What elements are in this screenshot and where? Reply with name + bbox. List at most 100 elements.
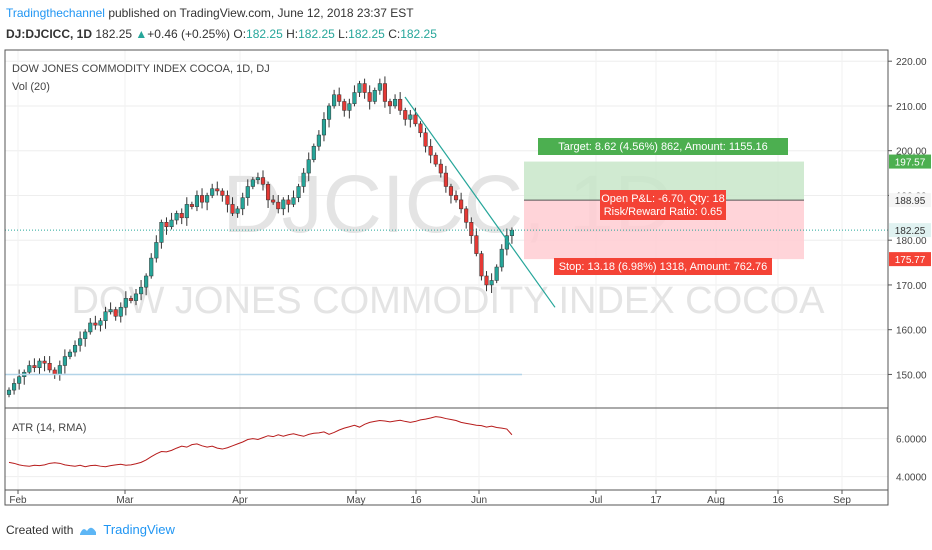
atr-tick-label: 6.0000: [896, 435, 927, 446]
time-tick-label: Apr: [232, 495, 248, 506]
last-price-badge: [889, 223, 931, 238]
publish-header: Tradingthechannel published on TradingVi…: [6, 6, 414, 20]
candle-body: [47, 363, 52, 371]
footer: Created with TradingView: [6, 522, 175, 537]
symbol-label[interactable]: DJ:DJCICC, 1D: [6, 27, 93, 41]
time-tick-label: Jun: [471, 495, 487, 506]
low-label: L:: [338, 27, 349, 41]
candle-body: [291, 197, 296, 205]
candle-body: [174, 213, 179, 221]
candle-body: [453, 195, 459, 201]
candle-body: [194, 195, 200, 207]
drawings[interactable]: Target: 8.62 (4.56%) 862, Amount: 1155.1…: [5, 96, 888, 376]
close-value: 182.25: [400, 27, 437, 41]
time-tick-label: Sep: [833, 495, 851, 506]
candle-body: [37, 360, 42, 368]
candle-body: [205, 195, 210, 203]
candle-body: [367, 92, 372, 102]
candle-body: [108, 309, 113, 313]
stop-label-box: [554, 258, 772, 275]
candle-body: [342, 101, 347, 111]
candle-body: [311, 145, 316, 160]
close-label: C:: [388, 27, 401, 41]
candle-body: [164, 222, 169, 228]
target-price-badge-text: 197.57: [895, 158, 926, 169]
change-value: +0.46 (+0.25%): [147, 27, 231, 41]
author-link[interactable]: Tradingthechannel: [6, 6, 105, 20]
candle-body: [403, 110, 408, 120]
candle-body: [93, 322, 98, 326]
atr-tick-label: 4.0000: [896, 473, 927, 484]
candle-body: [281, 199, 286, 210]
low-value: 182.25: [348, 27, 385, 41]
candle-body: [469, 222, 474, 236]
candle-body: [57, 365, 62, 375]
candle-body: [128, 298, 133, 301]
time-tick-label: Aug: [707, 495, 725, 506]
candle-body: [459, 199, 464, 210]
high-value: 182.25: [298, 27, 335, 41]
tradingview-brand[interactable]: TradingView: [103, 522, 175, 537]
candle-body: [393, 98, 398, 107]
created-with-label: Created with: [6, 522, 74, 537]
candle-body: [245, 186, 250, 198]
candle-body: [184, 204, 189, 219]
price-tick-label: 200.00: [896, 147, 927, 158]
price-tick-label: 210.00: [896, 102, 927, 113]
candle-body: [301, 172, 306, 187]
candle-body: [357, 83, 362, 93]
last-price: 182.25: [95, 27, 133, 41]
candle-body: [42, 360, 47, 364]
candle-body: [443, 172, 448, 187]
candle-body: [413, 114, 418, 125]
price-tick-label: 160.00: [896, 326, 927, 337]
high-label: H:: [286, 27, 299, 41]
atr-pane: [8, 416, 513, 468]
candle-body: [12, 383, 17, 391]
candle-body: [372, 90, 377, 102]
time-tick-label: Feb: [9, 495, 27, 506]
open-value: 182.25: [246, 27, 283, 41]
candle-body: [6, 389, 12, 395]
candle-body: [240, 197, 245, 210]
candle-body: [133, 293, 139, 301]
watermark-name: DOW JONES COMMODITY INDEX COCOA: [71, 280, 825, 322]
candle-body: [326, 105, 332, 120]
candle-body: [474, 235, 479, 254]
position-zones[interactable]: [524, 161, 804, 260]
candle-body: [230, 204, 235, 214]
pnl-label-text: Open P&L: -6.70, Qty: 18: [601, 193, 725, 205]
candle-body: [260, 177, 266, 185]
candle-body: [418, 123, 423, 134]
candle-body: [438, 163, 443, 174]
target-label: Target: 8.62 (4.56%) 862, Amount: 1155.1…: [538, 138, 788, 155]
time-tick-label: 16: [410, 495, 422, 506]
axes: 220.00210.00200.00190.00180.00170.00160.…: [4, 49, 931, 506]
candle-body: [220, 190, 225, 196]
stop-label-text: Stop: 13.18 (6.98%) 1318, Amount: 762.76: [559, 261, 768, 273]
candle-body: [27, 365, 32, 373]
candle-body: [118, 307, 123, 317]
time-tick-label: 16: [772, 495, 784, 506]
candle-body: [210, 188, 215, 196]
candle-body: [484, 275, 489, 286]
candle-body: [306, 159, 311, 174]
candle-body: [215, 188, 220, 192]
candle-body: [321, 119, 327, 136]
chart-frame: [4, 49, 889, 506]
candle-body: [499, 248, 504, 268]
candle-body: [387, 101, 393, 107]
candle-body: [17, 376, 22, 384]
candle-body: [88, 322, 93, 333]
candle-body: [123, 298, 128, 308]
candle-body: [255, 177, 260, 181]
candle-body: [276, 201, 281, 210]
candle-body: [32, 365, 37, 368]
candle-body: [62, 356, 67, 366]
candle-body: [347, 103, 352, 111]
pnl-label-box: [600, 190, 726, 220]
pnl-label-text-2: Risk/Reward Ratio: 0.65: [604, 206, 723, 218]
entry-price-badge-text: 188.95: [895, 196, 926, 207]
candle-body: [235, 208, 240, 214]
